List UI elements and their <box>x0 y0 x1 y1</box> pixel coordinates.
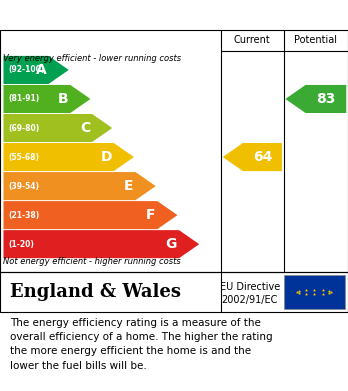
Text: C: C <box>80 121 90 135</box>
Polygon shape <box>3 114 112 142</box>
Text: England & Wales: England & Wales <box>10 283 181 301</box>
Text: G: G <box>166 237 177 251</box>
Polygon shape <box>3 56 69 84</box>
Polygon shape <box>3 143 134 171</box>
Polygon shape <box>285 85 346 113</box>
Text: 83: 83 <box>316 92 335 106</box>
Text: Potential: Potential <box>294 35 337 45</box>
Text: (1-20): (1-20) <box>9 240 34 249</box>
Text: F: F <box>146 208 155 222</box>
Polygon shape <box>3 201 177 229</box>
Text: Current: Current <box>234 35 271 45</box>
Text: Not energy efficient - higher running costs: Not energy efficient - higher running co… <box>3 257 181 266</box>
Text: 64: 64 <box>253 150 272 164</box>
Text: Energy Efficiency Rating: Energy Efficiency Rating <box>14 7 235 23</box>
Text: (81-91): (81-91) <box>9 95 40 104</box>
Text: (39-54): (39-54) <box>9 181 40 190</box>
Text: EU Directive: EU Directive <box>220 282 280 292</box>
Text: D: D <box>100 150 112 164</box>
Bar <box>284 275 345 309</box>
Text: The energy efficiency rating is a measure of the
overall efficiency of a home. T: The energy efficiency rating is a measur… <box>10 317 273 371</box>
Polygon shape <box>3 230 199 258</box>
Polygon shape <box>3 85 90 113</box>
Text: (69-80): (69-80) <box>9 124 40 133</box>
Text: (92-100): (92-100) <box>9 65 45 74</box>
Text: E: E <box>124 179 134 193</box>
Text: B: B <box>58 92 68 106</box>
Text: (21-38): (21-38) <box>9 211 40 220</box>
Polygon shape <box>3 172 156 200</box>
Text: (55-68): (55-68) <box>9 152 40 161</box>
Polygon shape <box>223 143 282 171</box>
Text: Very energy efficient - lower running costs: Very energy efficient - lower running co… <box>3 54 182 63</box>
Text: A: A <box>36 63 47 77</box>
Text: 2002/91/EC: 2002/91/EC <box>222 295 278 305</box>
